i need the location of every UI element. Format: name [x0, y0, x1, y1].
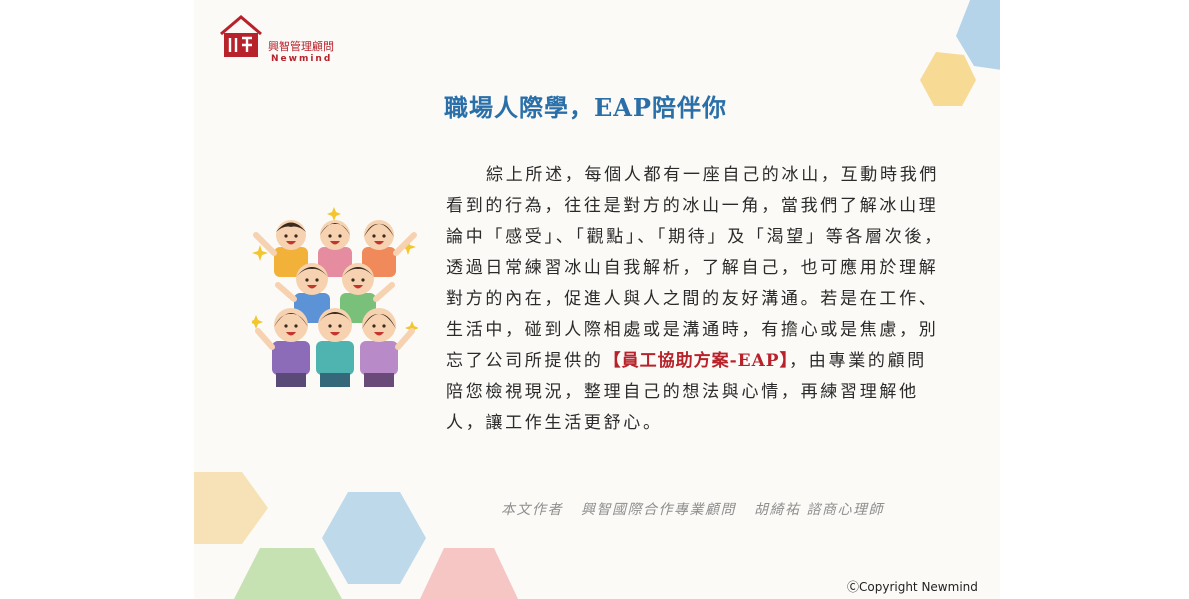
eap-highlight: 【員工協助方案-EAP】: [603, 351, 790, 371]
body-text-before: 綜上所述，每個人都有一座自己的冰山，互動時我們看到的行為，往往是對方的冰山一角，…: [446, 165, 944, 371]
faces: [284, 234, 386, 328]
sparkle-icons: [252, 207, 418, 335]
front-row-people: [255, 308, 415, 387]
author-org: 興智國際合作專業顧問: [581, 502, 736, 518]
hexagon-green-bottom: [234, 548, 342, 599]
hexagon-orange-left: [194, 472, 268, 544]
decorative-hexagons: [194, 0, 1000, 599]
hexagon-yellow-top: [920, 52, 976, 106]
author-name: 胡綺祐 諮商心理師: [754, 502, 884, 518]
logo-name-cn: 興智管理顧問: [268, 40, 334, 53]
hexagon-blue-top: [956, 0, 1000, 70]
back-row-people: [253, 220, 417, 277]
copyright-notice: ⒸCopyright Newmind: [847, 580, 978, 594]
brand-logo: 興智管理顧問 Newmind: [218, 14, 353, 66]
mouths: [286, 241, 384, 336]
author-credit: 本文作者 興智國際合作專業顧問 胡綺祐 諮商心理師: [501, 499, 884, 519]
hexagon-pink-bottom: [420, 548, 518, 599]
cheering-people-illustration: [252, 207, 418, 387]
author-label: 本文作者: [501, 502, 563, 518]
logo-mark-icon: [220, 15, 262, 57]
body-text-after: ，由專業的顧問陪您檢視現況，整理自己的想法與心情，再練習理解他人，讓工作生活更舒…: [446, 351, 928, 433]
hexagon-blue-bottom: [322, 492, 426, 584]
body-paragraph: 綜上所述，每個人都有一座自己的冰山，互動時我們看到的行為，往往是對方的冰山一角，…: [446, 160, 946, 439]
logo-name-en: Newmind: [271, 54, 333, 64]
page-title: 職場人際學，EAP陪伴你: [444, 93, 727, 122]
slide: 興智管理顧問 Newmind 職場人際學，EAP陪伴你: [194, 0, 1000, 599]
